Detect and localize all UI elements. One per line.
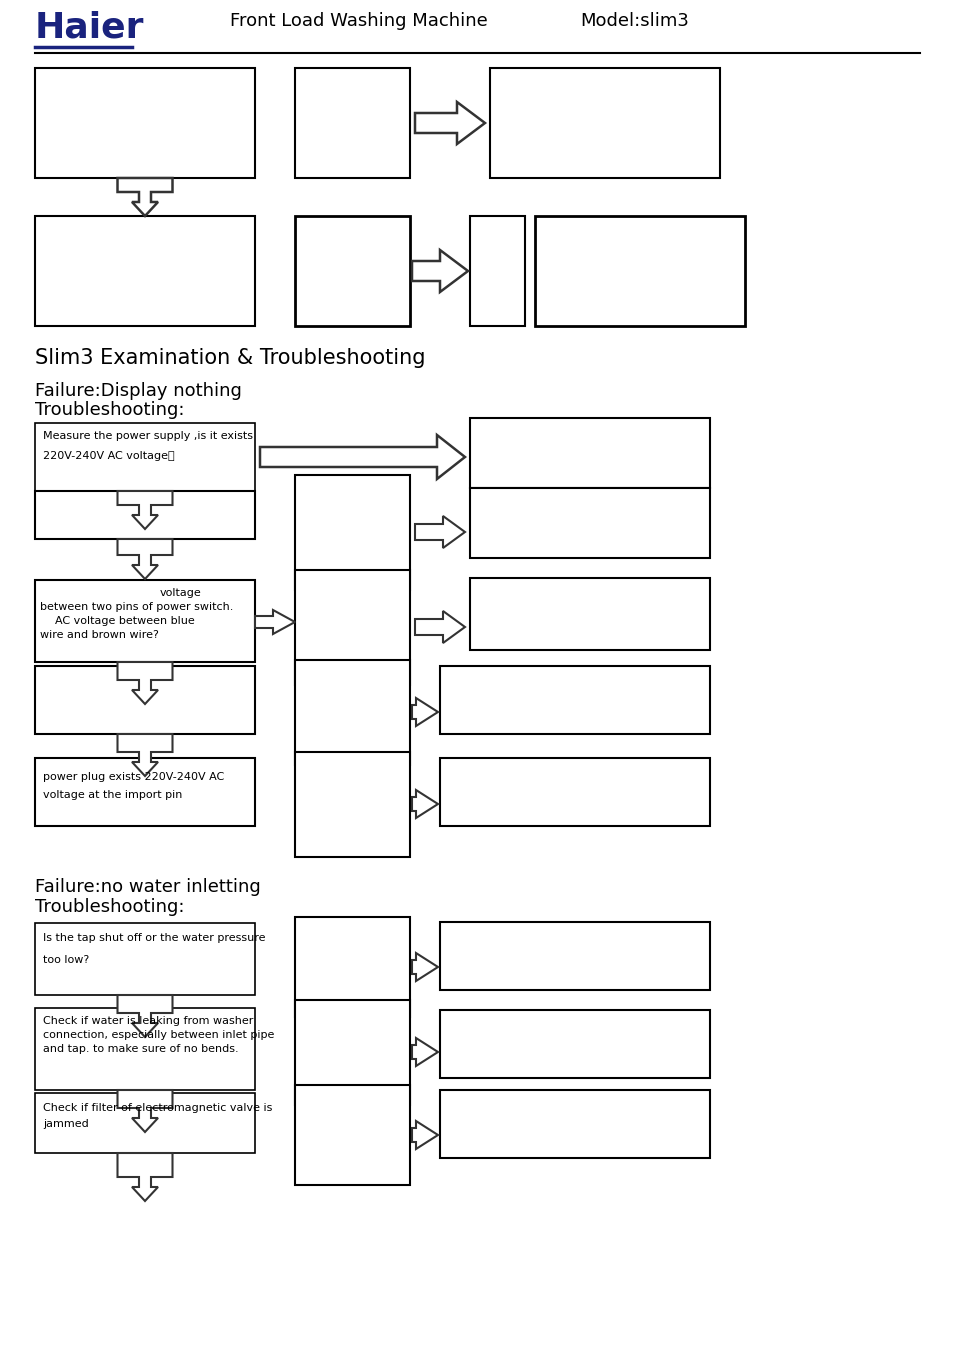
Text: between two pins of power switch.: between two pins of power switch.: [40, 602, 233, 612]
Bar: [294, 68, 410, 178]
Polygon shape: [117, 1153, 172, 1202]
Bar: [35, 580, 254, 662]
Bar: [535, 216, 744, 325]
Bar: [296, 1002, 408, 1103]
Text: wire and brown wire?: wire and brown wire?: [40, 630, 159, 640]
Text: power plug exists 220V-240V AC: power plug exists 220V-240V AC: [43, 772, 224, 782]
Polygon shape: [412, 1038, 437, 1067]
Polygon shape: [117, 178, 172, 216]
Bar: [490, 68, 720, 178]
Polygon shape: [412, 250, 468, 292]
Bar: [296, 1087, 408, 1183]
Polygon shape: [117, 734, 172, 776]
Bar: [294, 1085, 410, 1185]
Text: Is the tap shut off or the water pressure: Is the tap shut off or the water pressur…: [43, 933, 265, 944]
Text: Failure:Display nothing: Failure:Display nothing: [35, 382, 242, 400]
Bar: [294, 752, 410, 857]
Bar: [294, 917, 410, 1017]
Polygon shape: [117, 995, 172, 1037]
Bar: [470, 418, 709, 487]
Text: voltage: voltage: [160, 589, 201, 598]
Bar: [35, 423, 254, 491]
Text: jammed: jammed: [43, 1119, 89, 1129]
Bar: [297, 219, 407, 323]
Bar: [35, 68, 254, 178]
Bar: [294, 1000, 410, 1106]
Bar: [296, 919, 408, 1015]
Bar: [294, 570, 410, 684]
Polygon shape: [254, 610, 294, 634]
Bar: [439, 757, 709, 826]
Polygon shape: [412, 1120, 437, 1149]
Text: Slim3 Examination & Troubleshooting: Slim3 Examination & Troubleshooting: [35, 348, 425, 369]
Polygon shape: [117, 1089, 172, 1133]
Polygon shape: [412, 698, 437, 726]
Bar: [296, 477, 408, 589]
Bar: [294, 216, 410, 325]
Bar: [537, 219, 741, 323]
Text: Check if water is leaking from washer: Check if water is leaking from washer: [43, 1017, 253, 1026]
Bar: [296, 662, 408, 763]
Bar: [35, 1008, 254, 1089]
Bar: [296, 755, 408, 855]
Bar: [439, 666, 709, 734]
Text: Troubleshooting:: Troubleshooting:: [35, 401, 184, 418]
Polygon shape: [415, 612, 464, 643]
Bar: [35, 216, 254, 325]
Text: Model:slim3: Model:slim3: [579, 12, 688, 30]
Polygon shape: [415, 516, 464, 548]
Text: too low?: too low?: [43, 954, 90, 965]
Polygon shape: [412, 790, 437, 818]
Polygon shape: [415, 103, 484, 144]
Text: Troubleshooting:: Troubleshooting:: [35, 898, 184, 917]
Polygon shape: [412, 953, 437, 981]
Bar: [470, 216, 524, 325]
Text: connection, especially between inlet pipe: connection, especially between inlet pip…: [43, 1030, 274, 1040]
Bar: [439, 1089, 709, 1158]
Polygon shape: [117, 539, 172, 579]
Bar: [35, 1094, 254, 1153]
Polygon shape: [260, 435, 464, 479]
Bar: [439, 1010, 709, 1079]
Bar: [470, 578, 709, 649]
Bar: [35, 666, 254, 734]
Polygon shape: [117, 491, 172, 529]
Text: Check if filter of electromagnetic valve is: Check if filter of electromagnetic valve…: [43, 1103, 273, 1112]
Text: voltage at the import pin: voltage at the import pin: [43, 790, 182, 801]
Bar: [439, 922, 709, 990]
Bar: [296, 572, 408, 683]
Bar: [297, 72, 407, 176]
Text: and tap. to make sure of no bends.: and tap. to make sure of no bends.: [43, 1044, 238, 1054]
Text: Haier: Haier: [35, 9, 144, 45]
Text: Failure:no water inletting: Failure:no water inletting: [35, 878, 260, 896]
Text: Measure the power supply ,is it exists: Measure the power supply ,is it exists: [43, 431, 253, 441]
Bar: [35, 923, 254, 995]
Bar: [470, 487, 709, 558]
Text: Front Load Washing Machine: Front Load Washing Machine: [230, 12, 487, 30]
Bar: [35, 757, 254, 826]
Bar: [294, 660, 410, 765]
Text: 220V-240V AC voltage？: 220V-240V AC voltage？: [43, 451, 174, 460]
Bar: [35, 491, 254, 539]
Bar: [294, 475, 410, 590]
Polygon shape: [117, 662, 172, 703]
Text: AC voltage between blue: AC voltage between blue: [55, 616, 194, 626]
